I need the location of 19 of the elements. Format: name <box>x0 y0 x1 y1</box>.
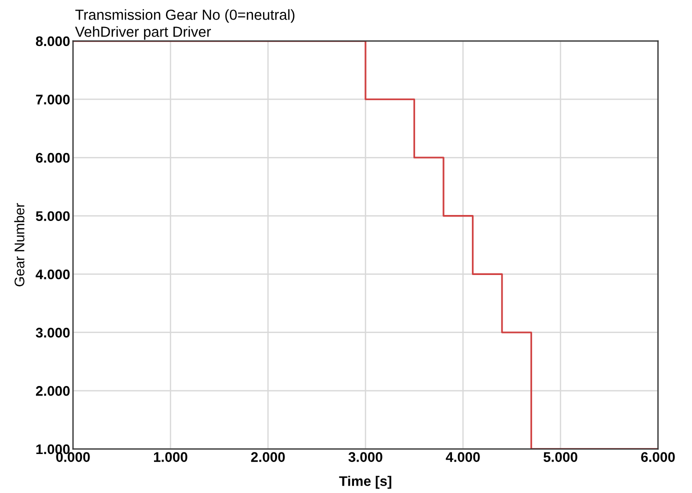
chart-title: Transmission Gear No (0=neutral) <box>75 9 294 23</box>
chart-subtitle: VehDriver part Driver <box>75 26 211 40</box>
y-tick-label: 4.000 <box>36 269 70 280</box>
x-axis-title: Time [s] <box>339 476 392 489</box>
x-tick-label: 5.000 <box>544 452 578 462</box>
y-axis-title: Gear Number <box>14 203 24 286</box>
y-tick-label: 2.000 <box>36 386 70 396</box>
y-tick-label: 8.000 <box>36 36 70 46</box>
x-tick-label: 1.000 <box>154 452 188 462</box>
x-tick-label: 0.000 <box>56 452 90 462</box>
x-tick-label: 4.000 <box>446 452 480 462</box>
y-tick-label: 7.000 <box>36 94 70 104</box>
y-tick-label: 5.000 <box>36 211 70 222</box>
y-tick-label: 1.000 <box>36 444 70 454</box>
x-tick-label: 2.000 <box>251 452 285 462</box>
x-tick-label: 6.000 <box>641 452 675 462</box>
y-tick-label: 3.000 <box>36 328 70 338</box>
x-tick-label: 3.000 <box>348 452 382 462</box>
y-tick-label: 6.000 <box>36 152 70 163</box>
